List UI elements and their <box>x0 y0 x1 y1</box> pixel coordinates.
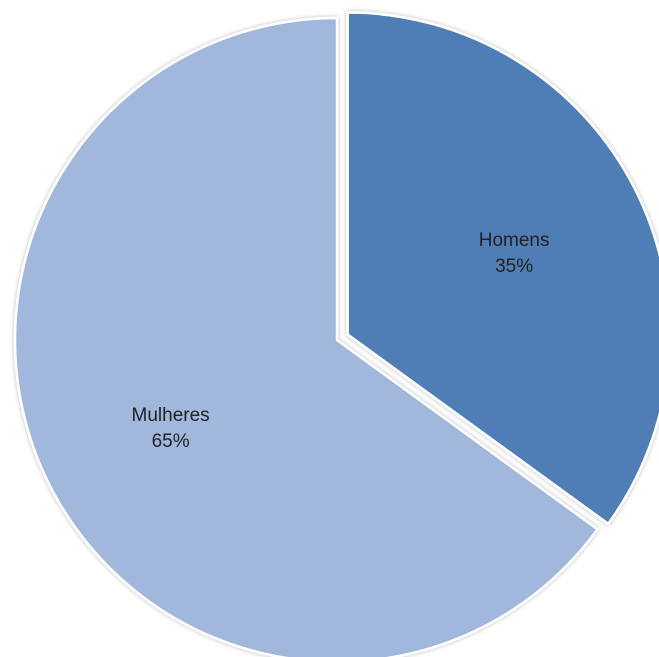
pie-slice-homens <box>346 11 659 526</box>
slice-label-homens: Homens 35% <box>479 230 550 277</box>
slice-label-mulheres: Mulheres 65% <box>132 405 210 452</box>
pie-slices <box>13 11 659 657</box>
slice-category-label: Mulheres <box>132 405 210 426</box>
pie-slice-mulheres <box>13 16 600 657</box>
slice-value-label: 35% <box>495 256 533 277</box>
pie-labels: Homens 35% Mulheres 65% <box>132 230 550 452</box>
slice-category-label: Homens <box>479 230 550 251</box>
slice-value-label: 65% <box>152 431 190 452</box>
